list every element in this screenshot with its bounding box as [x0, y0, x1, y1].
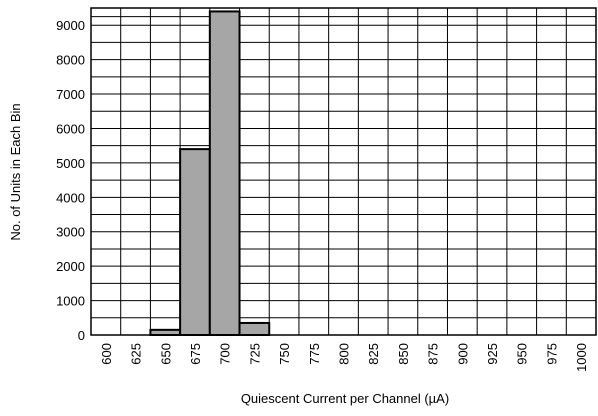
y-tick-label: 8000	[56, 53, 85, 68]
x-tick-label: 750	[277, 343, 292, 365]
bar	[238, 321, 271, 337]
bar	[208, 10, 241, 336]
x-tick-label: 825	[366, 343, 381, 365]
y-axis-label: No. of Units in Each Bin	[8, 103, 23, 240]
y-tick-label: 9000	[56, 18, 85, 33]
x-tick-label: 600	[99, 343, 114, 365]
x-tick-label: 775	[307, 343, 322, 365]
bar	[179, 148, 211, 336]
x-tick-label: 675	[188, 343, 203, 365]
x-tick-label: 725	[247, 343, 262, 365]
x-tick-label: 925	[485, 343, 500, 365]
bar	[149, 328, 182, 337]
x-tick-label: 650	[158, 343, 173, 365]
y-tick-label: 3000	[56, 225, 85, 240]
plot-frame	[90, 7, 597, 336]
x-tick-label: 850	[396, 343, 411, 365]
y-tick-label: 7000	[56, 87, 85, 102]
y-tick-label: 0	[78, 328, 85, 343]
x-tick-label: 875	[426, 343, 441, 365]
y-tick-label: 1000	[56, 294, 85, 309]
x-axis-label: Quiescent Current per Channel (µA)	[241, 391, 449, 406]
x-tick-label: 975	[544, 343, 559, 365]
y-tick-label: 5000	[56, 156, 85, 171]
y-tick-label: 4000	[56, 190, 85, 205]
x-tick-label: 800	[337, 343, 352, 365]
y-tick-label: 6000	[56, 121, 85, 136]
x-tick-label: 625	[129, 343, 144, 365]
x-tick-label: 950	[515, 343, 530, 365]
y-tick-label: 2000	[56, 259, 85, 274]
x-tick-label: 900	[455, 343, 470, 365]
x-tick-label: 700	[218, 343, 233, 365]
x-tick-label: 1000	[574, 343, 589, 372]
